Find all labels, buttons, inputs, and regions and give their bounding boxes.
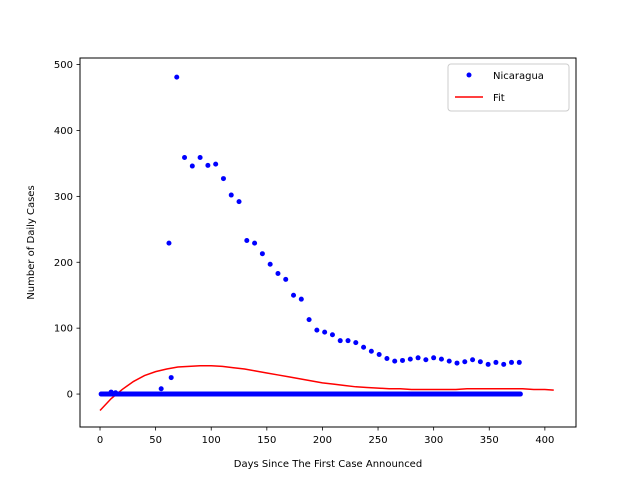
data-point (337, 338, 343, 344)
data-point (306, 317, 312, 323)
data-point (252, 240, 258, 246)
data-point (298, 296, 304, 302)
y-tick-label: 100 (54, 324, 73, 335)
legend-label-nicaragua: Nicaragua (493, 71, 544, 82)
legend-box (447, 63, 570, 112)
data-point (291, 292, 297, 298)
data-point (423, 357, 429, 363)
data-point (220, 176, 226, 182)
y-axis-ticks: 0 100 200 300 400 500 (54, 60, 80, 401)
data-point (168, 375, 174, 381)
data-point (182, 155, 188, 160)
data-point (431, 355, 437, 361)
data-point (462, 359, 468, 365)
fit-line (99, 364, 554, 412)
data-point (158, 386, 164, 392)
y-tick-label: 500 (54, 60, 73, 71)
data-point (189, 163, 195, 169)
data-point (228, 192, 234, 198)
x-axis-label: Days Since The First Case Announced (234, 459, 422, 470)
data-point (509, 359, 514, 365)
x-tick-label: 350 (480, 435, 499, 446)
y-tick-label: 0 (67, 390, 73, 401)
data-point (517, 391, 523, 397)
data-point (477, 359, 483, 365)
x-tick-label: 150 (257, 435, 276, 446)
data-point (446, 358, 452, 364)
data-point (368, 348, 374, 354)
data-point (283, 276, 289, 282)
data-point (329, 332, 335, 338)
x-tick-label: 250 (368, 435, 387, 446)
data-point (361, 344, 367, 350)
data-point (501, 361, 507, 367)
y-tick-label: 300 (54, 192, 73, 203)
x-tick-label: 400 (535, 435, 554, 446)
data-point (166, 240, 172, 246)
data-point (400, 357, 406, 363)
data-point (376, 352, 382, 358)
data-point (197, 155, 203, 160)
x-tick-label: 100 (202, 435, 221, 446)
legend-label-fit: Fit (493, 93, 505, 104)
data-point (438, 356, 444, 362)
data-point (108, 389, 114, 395)
data-point (407, 356, 413, 362)
x-axis-ticks: 0 50 100 150 200 250 300 350 400 (97, 427, 554, 446)
y-axis-label: Number of Daily Cases (26, 185, 37, 299)
data-point (454, 360, 460, 366)
data-point (415, 355, 421, 361)
plot-frame (79, 57, 577, 428)
data-point (113, 390, 119, 396)
data-point (314, 327, 320, 333)
data-point (236, 199, 242, 205)
data-point (353, 340, 359, 346)
y-tick-label: 400 (54, 126, 73, 137)
data-point (493, 359, 499, 365)
x-tick-label: 300 (424, 435, 443, 446)
data-point (267, 261, 273, 267)
legend-marker-nicaragua (466, 72, 472, 78)
data-point (516, 359, 522, 365)
data-point (205, 162, 211, 168)
data-point (259, 251, 265, 257)
data-point (384, 355, 390, 361)
x-tick-label: 50 (149, 435, 162, 446)
data-layer (98, 74, 554, 412)
data-point (392, 358, 398, 364)
data-point (470, 357, 476, 363)
data-point (485, 361, 491, 367)
y-tick-label: 200 (54, 258, 73, 269)
data-point (275, 270, 281, 276)
data-point (174, 74, 180, 80)
data-point (244, 238, 250, 244)
data-point (213, 161, 219, 167)
data-point (345, 338, 351, 344)
x-tick-label: 0 (97, 435, 103, 446)
x-tick-label: 200 (313, 435, 332, 446)
data-point (322, 329, 328, 335)
legend: Nicaragua Fit (447, 63, 570, 112)
